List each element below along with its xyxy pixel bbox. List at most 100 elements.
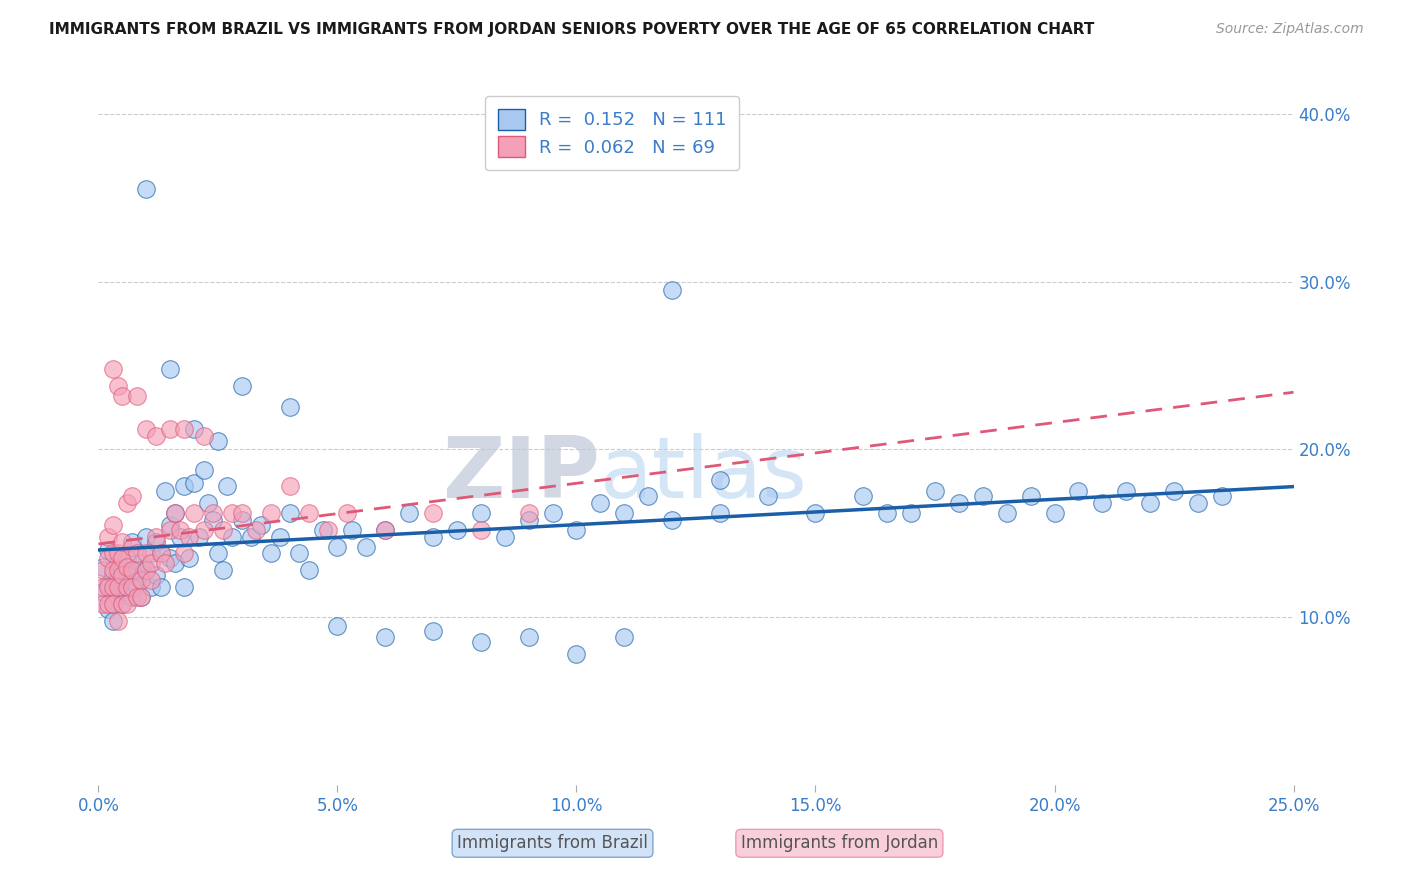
Point — [101, 517, 124, 532]
Legend: R =  0.152   N = 111, R =  0.062   N = 69: R = 0.152 N = 111, R = 0.062 N = 69 — [485, 96, 740, 169]
Point — [336, 506, 359, 520]
Point — [193, 429, 215, 443]
Point — [115, 551, 138, 566]
Point — [107, 580, 129, 594]
Point — [517, 513, 540, 527]
Point — [541, 506, 564, 520]
Point — [288, 546, 311, 560]
Point — [278, 479, 301, 493]
Point — [1163, 484, 1185, 499]
Point — [259, 546, 281, 560]
Point — [97, 551, 120, 566]
Text: Immigrants from Jordan: Immigrants from Jordan — [741, 834, 938, 852]
Point — [1043, 506, 1066, 520]
Point — [135, 563, 157, 577]
Point — [183, 475, 205, 490]
Text: IMMIGRANTS FROM BRAZIL VS IMMIGRANTS FROM JORDAN SENIORS POVERTY OVER THE AGE OF: IMMIGRANTS FROM BRAZIL VS IMMIGRANTS FRO… — [49, 22, 1095, 37]
Point — [1019, 489, 1042, 503]
Point — [145, 568, 167, 582]
Point — [589, 496, 612, 510]
Point — [231, 513, 253, 527]
Point — [145, 530, 167, 544]
Point — [121, 574, 143, 588]
Point — [446, 523, 468, 537]
Point — [115, 580, 138, 594]
Text: ZIP: ZIP — [443, 434, 600, 516]
Point — [115, 568, 138, 582]
Point — [107, 557, 129, 571]
Point — [470, 506, 492, 520]
Point — [852, 489, 875, 503]
Point — [169, 530, 191, 544]
Point — [565, 647, 588, 661]
Point — [326, 540, 349, 554]
Point — [163, 557, 186, 571]
Point — [91, 580, 114, 594]
Point — [135, 422, 157, 436]
Point — [149, 580, 172, 594]
Point — [91, 585, 114, 599]
Point — [107, 563, 129, 577]
Point — [202, 513, 225, 527]
Point — [111, 534, 134, 549]
Point — [149, 546, 172, 560]
Point — [211, 563, 233, 577]
Point — [193, 523, 215, 537]
Point — [278, 401, 301, 415]
Point — [804, 506, 827, 520]
Point — [613, 506, 636, 520]
Point — [131, 590, 153, 604]
Text: Immigrants from Brazil: Immigrants from Brazil — [457, 834, 648, 852]
Point — [259, 506, 281, 520]
Point — [1067, 484, 1090, 499]
Point — [159, 517, 181, 532]
Point — [240, 530, 263, 544]
Point — [756, 489, 779, 503]
Point — [231, 378, 253, 392]
Point — [900, 506, 922, 520]
Point — [470, 635, 492, 649]
Point — [183, 422, 205, 436]
Point — [107, 546, 129, 560]
Point — [173, 580, 195, 594]
Point — [197, 496, 219, 510]
Point — [125, 590, 148, 604]
Point — [422, 506, 444, 520]
Point — [398, 506, 420, 520]
Point — [298, 563, 321, 577]
Point — [121, 534, 143, 549]
Point — [173, 479, 195, 493]
Point — [245, 523, 267, 537]
Point — [121, 563, 143, 577]
Point — [131, 574, 153, 588]
Point — [517, 630, 540, 644]
Point — [135, 530, 157, 544]
Point — [948, 496, 970, 510]
Point — [101, 568, 124, 582]
Point — [145, 429, 167, 443]
Point — [494, 530, 516, 544]
Point — [125, 389, 148, 403]
Point — [422, 624, 444, 638]
Point — [101, 580, 124, 594]
Point — [111, 563, 134, 577]
Point — [115, 496, 138, 510]
Point — [1187, 496, 1209, 510]
Point — [101, 585, 124, 599]
Point — [173, 422, 195, 436]
Point — [211, 523, 233, 537]
Point — [517, 506, 540, 520]
Point — [101, 362, 124, 376]
Point — [269, 530, 291, 544]
Point — [139, 574, 162, 588]
Point — [149, 546, 172, 560]
Point — [374, 630, 396, 644]
Point — [422, 530, 444, 544]
Point — [121, 489, 143, 503]
Point — [135, 563, 157, 577]
Point — [145, 534, 167, 549]
Point — [115, 585, 138, 599]
Point — [221, 506, 243, 520]
Point — [97, 580, 120, 594]
Point — [374, 523, 396, 537]
